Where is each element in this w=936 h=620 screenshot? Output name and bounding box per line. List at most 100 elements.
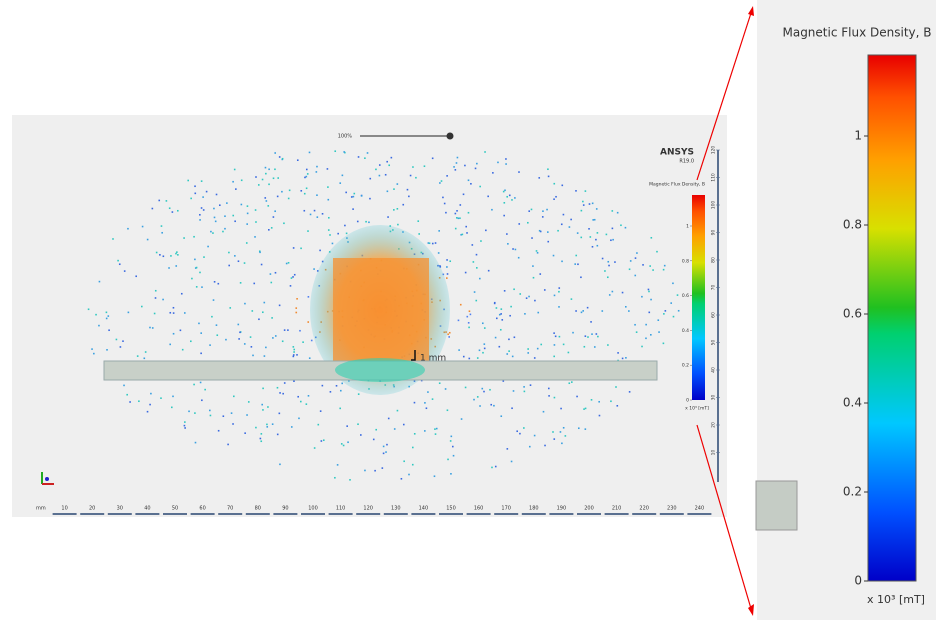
particle [194, 412, 196, 414]
particle [500, 313, 502, 315]
particle [201, 286, 203, 288]
particle [379, 175, 381, 177]
particle [265, 347, 267, 349]
particle [88, 308, 90, 310]
particle [606, 234, 608, 236]
particle [397, 183, 399, 185]
particle [224, 228, 226, 230]
particle [388, 164, 390, 166]
particle [265, 167, 267, 169]
particle [300, 401, 302, 403]
particle [519, 293, 521, 295]
particle [561, 261, 563, 263]
zoom-label: 100% [338, 134, 353, 140]
particle [552, 431, 554, 433]
particle [492, 172, 494, 174]
particle [155, 290, 157, 292]
particle [474, 291, 476, 293]
particle [553, 332, 555, 334]
particle [510, 306, 512, 308]
particle [673, 316, 675, 318]
particle [138, 400, 140, 402]
particle [432, 398, 434, 400]
particle [282, 393, 284, 395]
particle [641, 296, 643, 298]
particle [569, 226, 571, 228]
particle [261, 404, 263, 406]
particle [558, 287, 560, 289]
particle [468, 212, 470, 214]
particle [481, 388, 483, 390]
particle [173, 333, 175, 335]
particle [483, 391, 485, 393]
particle [211, 316, 213, 318]
particle [424, 402, 426, 404]
particle [459, 204, 461, 206]
particle [375, 169, 377, 171]
particle [218, 283, 220, 285]
particle [542, 210, 544, 212]
particle [438, 252, 440, 254]
particle [166, 200, 168, 202]
particle [206, 191, 208, 193]
particle [625, 227, 627, 229]
particle [277, 196, 279, 198]
particle [119, 263, 121, 265]
particle [532, 265, 534, 267]
particle [156, 252, 158, 254]
particle [200, 353, 202, 355]
particle [503, 191, 505, 193]
particle [504, 290, 506, 292]
particle [310, 214, 312, 216]
particle [294, 274, 296, 276]
particle [473, 261, 475, 263]
particle [571, 381, 573, 383]
particle [536, 250, 538, 252]
particle [581, 312, 583, 314]
particle [527, 348, 529, 350]
legend-unit: x 10³ [mT] [685, 406, 709, 412]
particle [302, 341, 304, 343]
particle [270, 273, 272, 275]
particle [160, 397, 162, 399]
particle [317, 424, 319, 426]
slider-handle[interactable] [447, 133, 454, 140]
particle [147, 239, 149, 241]
particle [347, 441, 349, 443]
particle [427, 391, 429, 393]
particle [494, 303, 496, 305]
particle [214, 217, 216, 219]
particle [548, 395, 550, 397]
particle [262, 311, 264, 313]
particle [385, 174, 387, 176]
particle [373, 439, 375, 441]
particle [295, 307, 297, 309]
zoom-colorbar [868, 55, 916, 581]
particle [568, 382, 570, 384]
particle [172, 396, 174, 398]
particle [482, 322, 484, 324]
particle [466, 232, 468, 234]
particle [240, 282, 242, 284]
particle [479, 349, 481, 351]
particle [491, 467, 493, 469]
particle [271, 317, 273, 319]
particle [585, 335, 587, 337]
particle [323, 439, 325, 441]
particle [307, 173, 309, 175]
particle [267, 205, 269, 207]
particle [484, 151, 486, 153]
particle [316, 171, 318, 173]
particle [597, 232, 599, 234]
particle [184, 427, 186, 429]
particle [339, 182, 341, 184]
particle [184, 421, 186, 423]
particle [511, 407, 513, 409]
particle [367, 152, 369, 154]
particle [218, 430, 220, 432]
particle [286, 263, 288, 265]
particle [274, 168, 276, 170]
particle [408, 474, 410, 476]
particle [180, 330, 182, 332]
particle [513, 288, 515, 290]
